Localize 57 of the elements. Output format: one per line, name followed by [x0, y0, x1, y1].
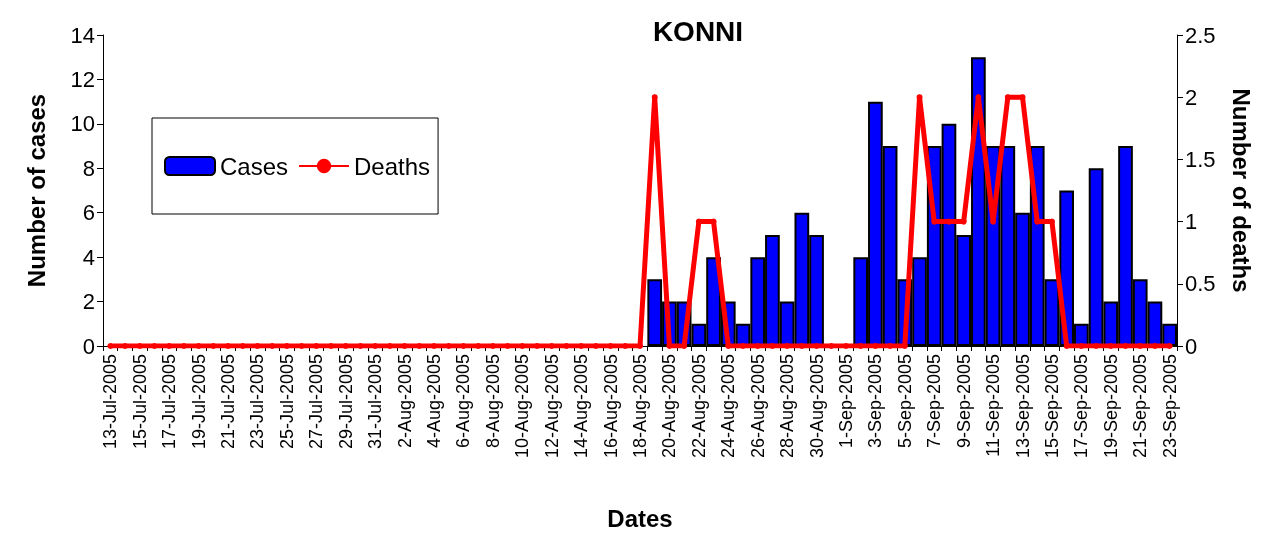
x-tick-label: 14-Aug-2005 — [571, 354, 592, 459]
y2-axis-title: Number of deaths — [1227, 88, 1255, 293]
x-tick-label: 29-Jul-2005 — [335, 354, 356, 450]
y2-tick-label: 1 — [1185, 209, 1198, 235]
x-tick-label: 13-Sep-2005 — [1012, 354, 1033, 459]
x-tick-label: 9-Sep-2005 — [953, 354, 974, 449]
x-tick-label: 24-Aug-2005 — [718, 354, 739, 459]
legend-label: Cases — [220, 152, 289, 180]
x-tick-label: 21-Jul-2005 — [218, 354, 239, 450]
x-tick-label: 12-Aug-2005 — [541, 354, 562, 459]
y2-tick-label: 2.5 — [1185, 22, 1216, 48]
y-tick-label: 8 — [82, 155, 95, 181]
x-tick-label: 15-Jul-2005 — [129, 354, 150, 450]
x-tick-label: 2-Aug-2005 — [394, 354, 415, 449]
y-tick-label: 6 — [82, 200, 95, 226]
x-tick-label: 5-Sep-2005 — [894, 354, 915, 449]
x-tick-label: 4-Aug-2005 — [424, 354, 445, 449]
x-tick-label: 23-Jul-2005 — [247, 354, 268, 450]
y-tick-label: 4 — [82, 244, 95, 270]
x-tick-label: 15-Sep-2005 — [1041, 354, 1062, 459]
y-tick-label: 0 — [82, 333, 95, 359]
x-tick-label: 13-Jul-2005 — [100, 354, 121, 450]
y2-tick-label: 2 — [1185, 84, 1198, 110]
x-tick-label: 6-Aug-2005 — [453, 354, 474, 449]
x-tick-label: 1-Sep-2005 — [835, 354, 856, 449]
chart-title: KONNI — [652, 15, 744, 47]
x-tick-label: 17-Jul-2005 — [159, 354, 180, 450]
y2-tick-label: 0.5 — [1185, 271, 1216, 297]
x-tick-label: 25-Jul-2005 — [276, 354, 297, 450]
y2-tick-label: 1.5 — [1185, 146, 1216, 172]
x-tick-label: 3-Sep-2005 — [865, 354, 886, 449]
x-tick-label: 21-Sep-2005 — [1130, 354, 1151, 459]
y-tick-label: 14 — [70, 22, 95, 48]
y-axis-title: Number of cases — [22, 93, 50, 288]
x-tick-label: 16-Aug-2005 — [600, 354, 621, 459]
x-tick-label: 31-Jul-2005 — [365, 354, 386, 450]
x-tick-label: 10-Aug-2005 — [512, 354, 533, 459]
x-tick-label: 18-Aug-2005 — [630, 354, 650, 459]
x-tick-label: 30-Aug-2005 — [806, 354, 827, 459]
x-tick-label: 26-Aug-2005 — [747, 354, 768, 459]
x-axis-title: Dates — [607, 504, 673, 532]
x-tick-label: 20-Aug-2005 — [659, 354, 680, 459]
y-tick-label: 12 — [70, 66, 95, 92]
x-tick-label: 17-Sep-2005 — [1071, 354, 1092, 459]
x-tick-label: 19-Sep-2005 — [1100, 354, 1121, 459]
y-tick-label: 2 — [82, 289, 95, 315]
x-tick-label: 27-Jul-2005 — [306, 354, 327, 450]
x-tick-label: 23-Sep-2005 — [1159, 354, 1180, 459]
y2-tick-label: 0 — [1185, 333, 1198, 359]
y-tick-label: 10 — [70, 111, 95, 137]
x-tick-label: 7-Sep-2005 — [924, 354, 945, 449]
x-tick-label: 28-Aug-2005 — [777, 354, 798, 459]
x-tick-label: 22-Aug-2005 — [688, 354, 709, 459]
x-tick-label: 8-Aug-2005 — [482, 354, 503, 449]
legend-label: Deaths — [354, 152, 431, 180]
x-tick-label: 19-Jul-2005 — [188, 354, 209, 450]
x-tick-label: 11-Sep-2005 — [983, 354, 1004, 457]
